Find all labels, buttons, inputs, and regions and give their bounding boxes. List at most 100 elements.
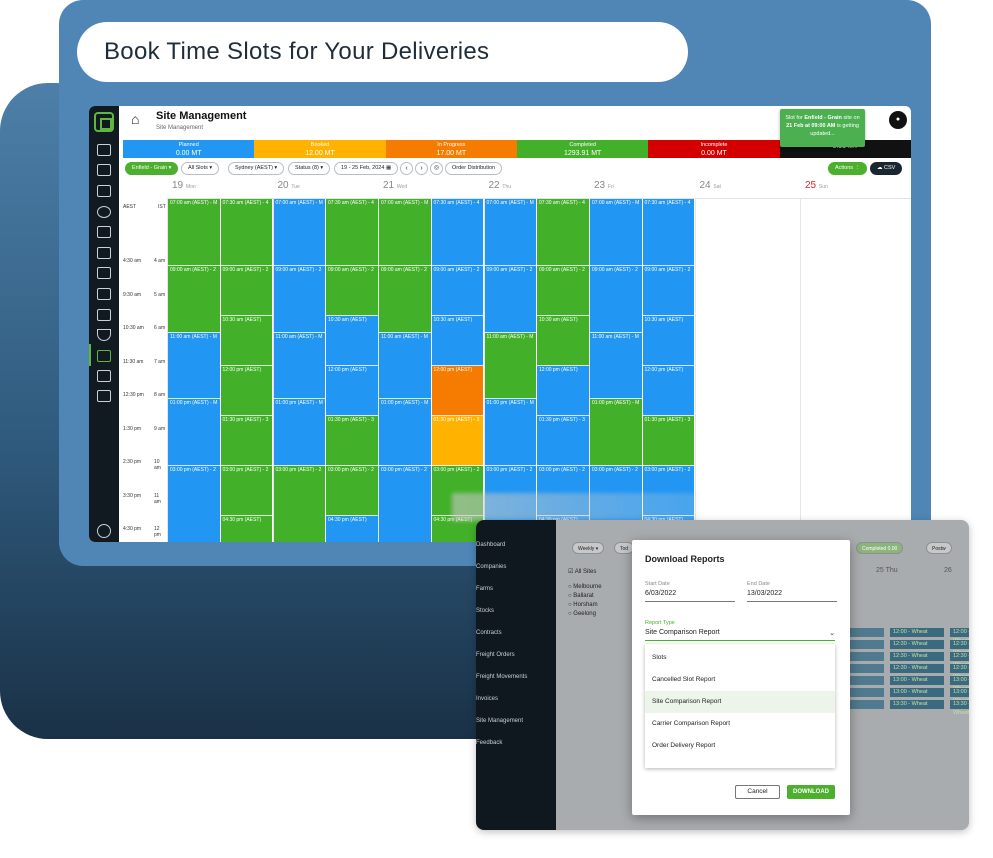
time-slot[interactable]: 01:30 pm (AEST) - 3 xyxy=(431,416,483,467)
actions-button[interactable]: Actions ⋮ xyxy=(828,162,868,175)
company-icon[interactable] xyxy=(97,185,111,197)
stocks-icon[interactable] xyxy=(97,247,111,259)
download-button[interactable]: DOWNLOAD xyxy=(787,785,835,799)
time-slot[interactable]: 11:00 am (AEST) - M xyxy=(168,332,220,400)
report-type-select[interactable]: Site Comparison Report ⌄ xyxy=(645,629,835,641)
time-slot[interactable]: 09:00 am (AEST) - 2 xyxy=(273,265,325,333)
time-slot[interactable]: 01:30 pm (AEST) - 3 xyxy=(326,416,378,467)
today-button[interactable]: Tod xyxy=(614,542,635,554)
all-sites-checkbox[interactable]: ☑ All Sites xyxy=(568,569,597,575)
wheat-slot[interactable]: 12:30 - Wheat xyxy=(890,652,944,661)
time-slot[interactable]: 11:00 am (AEST) - M xyxy=(484,332,536,400)
wheat-slot[interactable]: 12:30 - Wheat xyxy=(890,664,944,673)
time-slot[interactable]: 10:30 am (AEST) xyxy=(537,315,589,366)
site-list-item[interactable]: ○ Horsham xyxy=(568,602,598,608)
time-slot[interactable]: 07:00 am (AEST) - M xyxy=(273,199,325,266)
time-slot[interactable]: 11:00 am (AEST) - M xyxy=(379,332,431,400)
truck-icon[interactable] xyxy=(97,267,111,279)
start-date-field[interactable]: 6/03/2022 xyxy=(645,590,735,602)
time-slot[interactable]: 07:00 am (AEST) - M xyxy=(379,199,431,266)
wheat-slot[interactable]: 12:00 - Wheat xyxy=(890,628,944,637)
contacts-icon[interactable] xyxy=(97,164,111,176)
csv-button[interactable]: ☁ CSV xyxy=(870,162,903,175)
time-slot[interactable]: 03:00 pm (AEST) - 2 xyxy=(379,466,431,542)
prev-week-button[interactable]: ‹ xyxy=(400,162,413,175)
wheat-slot[interactable]: 13:00 - Wheat xyxy=(890,688,944,697)
status-select[interactable]: Status (8) ▾ xyxy=(288,162,331,175)
time-slot[interactable]: 07:30 am (AEST) - 4 xyxy=(642,199,694,266)
slots-select[interactable]: All Slots ▾ xyxy=(181,162,220,175)
time-slot[interactable]: 07:30 am (AEST) - 4 xyxy=(220,199,272,266)
day-header[interactable]: 24 Sat xyxy=(695,180,800,191)
site-select[interactable]: Enfield - Grain ▾ xyxy=(125,162,179,175)
wheat-slot[interactable]: 13:00 - Wheat xyxy=(890,676,944,685)
reports-sidebar-item[interactable]: Freight Movements xyxy=(476,674,528,680)
report-type-option[interactable]: Order Delivery Report xyxy=(652,742,716,749)
reports-sidebar-item[interactable]: Freight Orders xyxy=(476,652,515,658)
report-type-option[interactable]: Cancelled Slot Report xyxy=(652,676,716,683)
time-slot[interactable]: 09:00 am (AEST) - 2 xyxy=(590,265,642,333)
report-type-option[interactable]: Carrier Comparison Report xyxy=(652,720,731,727)
time-slot[interactable]: 07:00 am (AEST) - M xyxy=(168,199,220,266)
date-range-picker[interactable]: 19 - 25 Feb, 2024 ▦ xyxy=(334,162,399,175)
time-slot[interactable]: 07:30 am (AEST) - 4 xyxy=(537,199,589,266)
time-slot[interactable]: 01:30 pm (AEST) - 3 xyxy=(537,416,589,467)
time-slot[interactable]: 03:00 pm (AEST) - 2 xyxy=(326,466,378,517)
feedback-icon[interactable] xyxy=(97,390,111,402)
time-slot[interactable]: 07:00 am (AEST) - M xyxy=(590,199,642,266)
reports-sidebar-item[interactable]: Contracts xyxy=(476,630,502,636)
orders-icon[interactable] xyxy=(97,144,111,156)
reports-sidebar-item[interactable]: Companies xyxy=(476,564,507,570)
help-icon[interactable] xyxy=(97,524,111,538)
reports-sidebar-item[interactable]: Farms xyxy=(476,586,493,592)
site-list-item[interactable]: ○ Ballarat xyxy=(568,593,594,599)
document-icon[interactable] xyxy=(97,226,111,238)
time-slot[interactable]: 11:00 am (AEST) - M xyxy=(590,332,642,400)
invoice-icon[interactable] xyxy=(97,309,111,321)
report-type-option[interactable]: Site Comparison Report xyxy=(645,691,835,713)
time-slot[interactable]: 11:00 am (AEST) - M xyxy=(273,332,325,400)
wheat-slot-right[interactable]: 13:00 - Wheat xyxy=(950,676,969,692)
wheat-slot-right[interactable]: 13:00 - Wheat xyxy=(950,688,969,704)
time-slot[interactable]: 09:00 am (AEST) - 2 xyxy=(220,265,272,316)
time-slot[interactable]: 10:30 am (AEST) xyxy=(220,315,272,366)
reports-sidebar-item[interactable]: Feedback xyxy=(476,740,503,746)
site-management-icon[interactable] xyxy=(97,350,111,362)
time-slot[interactable]: 07:00 am (AEST) - M xyxy=(484,199,536,266)
day-header[interactable]: 20 Tue xyxy=(273,180,378,191)
reports-sidebar-item[interactable]: Invoices xyxy=(476,696,499,702)
time-slot[interactable]: 07:30 am (AEST) - 4 xyxy=(431,199,483,266)
time-slot[interactable]: 03:00 pm (AEST) - 2 xyxy=(220,466,272,517)
time-slot[interactable]: 10:30 am (AEST) xyxy=(642,315,694,366)
wheat-slot-right[interactable]: 12:30 - Wheat xyxy=(950,640,969,656)
timezone-select[interactable]: Sydney (AEST) ▾ xyxy=(228,162,285,175)
time-slot[interactable]: 09:00 am (AEST) - 2 xyxy=(168,265,220,333)
wheat-slot-right[interactable]: 12:30 - Wheat xyxy=(950,664,969,680)
time-slot[interactable]: 01:00 pm (AEST) - M xyxy=(168,399,220,467)
weekly-select[interactable]: Weekly ▾ xyxy=(572,542,605,554)
wheat-slot[interactable]: 13:30 - Wheat xyxy=(890,700,944,709)
time-slot[interactable]: 09:00 am (AEST) - 2 xyxy=(326,265,378,316)
time-slot[interactable]: 01:00 pm (AEST) - M xyxy=(379,399,431,467)
time-slot[interactable]: 09:00 am (AEST) - 2 xyxy=(484,265,536,333)
reports-icon[interactable] xyxy=(97,370,111,382)
wheat-slot[interactable]: 12:30 - Wheat xyxy=(890,640,944,649)
site-list-item[interactable]: ○ Geelong xyxy=(568,611,596,617)
end-date-field[interactable]: 13/03/2022 xyxy=(747,590,837,602)
time-slot[interactable]: 12:00 pm (AEST) xyxy=(220,366,272,417)
time-slot[interactable]: 01:00 pm (AEST) - M xyxy=(484,399,536,467)
breadcrumb[interactable]: Site Management xyxy=(156,125,204,131)
cancel-button[interactable]: Cancel xyxy=(735,785,780,799)
time-slot[interactable]: 12:00 pm (AEST) xyxy=(642,366,694,417)
time-slot[interactable]: 01:30 pm (AEST) - 3 xyxy=(642,416,694,467)
wheat-slot-right[interactable]: 12:00 - Wheat xyxy=(950,628,969,644)
wheat-slot-right[interactable]: 13:30 - Wheat xyxy=(950,700,969,716)
app-logo-icon[interactable] xyxy=(94,112,114,132)
time-slot[interactable]: 07:30 am (AEST) - 4 xyxy=(326,199,378,266)
order-distribution-button[interactable]: Order Distribution xyxy=(445,162,503,175)
day-header[interactable]: 23 Fri xyxy=(589,180,694,191)
time-slot[interactable]: 03:00 pm (AEST) - 2 xyxy=(168,466,220,542)
time-slot[interactable]: 10:30 am (AEST) xyxy=(326,315,378,366)
time-slot[interactable]: 04:30 pm (AEST) xyxy=(220,516,272,542)
time-slot[interactable]: 09:00 am (AEST) - 2 xyxy=(431,265,483,316)
